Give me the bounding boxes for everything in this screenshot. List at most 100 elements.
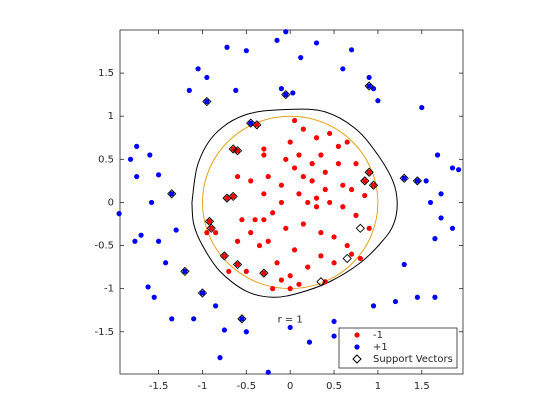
support-vector: [259, 268, 269, 278]
point: [335, 161, 342, 167]
support-vector: [180, 266, 190, 277]
y-tick-label: 0.5: [98, 154, 114, 165]
point: [252, 217, 258, 223]
point: [213, 230, 219, 236]
support-vector: [232, 259, 243, 270]
point: [309, 178, 315, 184]
legend-marker: [352, 354, 362, 364]
point: [278, 277, 285, 283]
support-vector: [281, 90, 291, 100]
point: [327, 130, 333, 137]
point: [265, 369, 271, 375]
point: [313, 204, 320, 210]
support-vector: [355, 223, 365, 233]
point: [186, 87, 192, 93]
point: [300, 173, 306, 180]
point: [370, 86, 377, 92]
support-vector: [360, 176, 370, 186]
support-vector: [399, 173, 409, 183]
point: [169, 191, 175, 197]
point: [283, 225, 289, 231]
support-vector: [412, 176, 423, 186]
point: [261, 217, 267, 223]
point: [132, 238, 138, 244]
point: [155, 238, 162, 244]
point: [234, 238, 241, 244]
point: [243, 329, 249, 335]
support-vector: [206, 223, 216, 233]
point: [322, 169, 328, 175]
support-vector: [316, 277, 326, 287]
point: [449, 225, 456, 231]
point: [309, 161, 315, 167]
point: [392, 298, 399, 305]
y-tick-label: 1: [108, 111, 114, 122]
point: [419, 104, 425, 111]
support-vector: [228, 191, 238, 202]
support-vector: [204, 216, 215, 227]
point: [151, 294, 157, 300]
support-vector: [197, 288, 208, 298]
point: [256, 242, 263, 249]
point: [116, 211, 122, 217]
point: [204, 98, 210, 105]
point: [224, 195, 230, 201]
point: [134, 173, 140, 180]
point: [313, 195, 320, 201]
point: [248, 120, 254, 126]
point: [370, 182, 377, 188]
point: [243, 48, 249, 54]
x-tick-label: 0: [287, 381, 293, 392]
legend-label: +1: [373, 342, 388, 353]
support-vector: [342, 253, 352, 264]
point: [344, 139, 350, 145]
point: [145, 284, 151, 290]
point: [438, 191, 444, 197]
point: [148, 199, 155, 206]
point: [248, 230, 254, 236]
point: [340, 66, 346, 72]
point: [331, 318, 337, 325]
support-vector: [202, 96, 212, 107]
point: [287, 273, 293, 279]
point: [278, 182, 285, 188]
point: [278, 86, 285, 92]
point: [401, 175, 407, 181]
point: [234, 173, 241, 180]
point: [127, 156, 134, 162]
point: [348, 47, 355, 53]
point: [206, 218, 213, 224]
point: [357, 255, 363, 262]
point: [318, 253, 324, 259]
legend-label: Support Vectors: [373, 354, 453, 365]
point: [322, 186, 328, 193]
point: [434, 152, 441, 158]
point: [432, 236, 438, 242]
legend-marker: [354, 332, 360, 338]
point: [291, 247, 298, 253]
point: [366, 169, 372, 175]
point: [298, 54, 304, 61]
point: [155, 172, 162, 178]
point: [287, 324, 293, 331]
point: [270, 286, 276, 292]
point: [300, 221, 306, 227]
legend-marker: [354, 344, 360, 350]
point: [195, 66, 201, 72]
point: [234, 261, 241, 268]
point: [265, 238, 271, 244]
support-vector: [167, 189, 177, 199]
point: [230, 193, 236, 199]
point: [296, 191, 302, 197]
point: [204, 230, 210, 236]
point: [163, 260, 169, 266]
support-vector: [368, 180, 379, 190]
x-tick-label: 1.5: [414, 381, 430, 392]
point: [370, 303, 377, 309]
point: [414, 294, 420, 300]
point: [138, 232, 144, 238]
support-vector: [232, 146, 243, 156]
legend-label: -1: [373, 330, 383, 341]
point: [331, 260, 337, 266]
point: [261, 191, 267, 197]
